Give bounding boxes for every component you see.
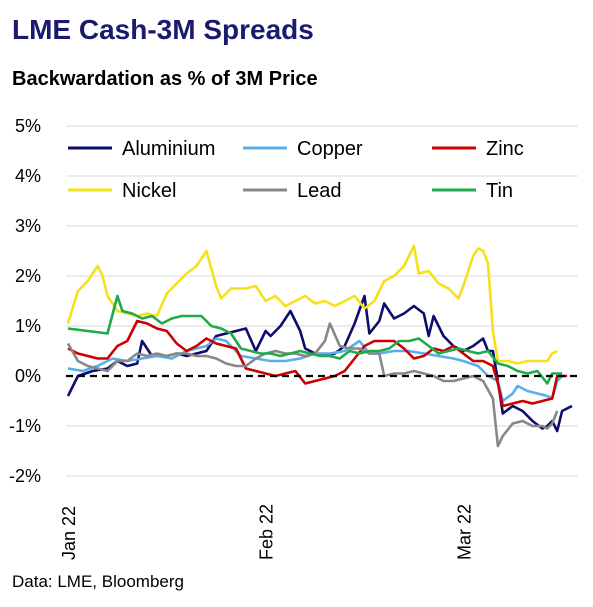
legend-label-tin: Tin [486, 180, 513, 202]
series-lines [66, 244, 573, 448]
chart-title: LME Cash-3M Spreads [12, 14, 314, 45]
x-tick-label: Jan 22 [59, 506, 79, 560]
series-line-nickel [66, 244, 558, 365]
legend-label-aluminium: Aluminium [122, 138, 215, 160]
y-tick-label: -2% [9, 466, 41, 486]
y-tick-label: 5% [15, 116, 41, 136]
y-tick-label: -1% [9, 416, 41, 436]
y-tick-label: 0% [15, 366, 41, 386]
legend: Aluminium Copper Zinc Nickel Lead Tin [68, 138, 524, 202]
y-tick-label: 1% [15, 316, 41, 336]
data-source: Data: LME, Bloomberg [12, 572, 184, 591]
x-axis: Jan 22 Feb 22 Mar 22 [59, 504, 474, 560]
y-axis: 5% 4% 3% 2% 1% 0% -1% -2% [9, 116, 41, 486]
series-line-tin [67, 294, 563, 385]
series-line-zinc [67, 319, 568, 408]
x-tick-label: Mar 22 [454, 504, 474, 560]
x-tick-label: Feb 22 [257, 504, 277, 560]
legend-label-zinc: Zinc [486, 138, 524, 160]
y-tick-label: 4% [15, 166, 41, 186]
series-line-copper [67, 337, 564, 403]
legend-label-nickel: Nickel [122, 180, 176, 202]
legend-label-copper: Copper [297, 138, 363, 160]
y-tick-label: 3% [15, 216, 41, 236]
series-line-lead [66, 322, 559, 448]
y-tick-label: 2% [15, 266, 41, 286]
legend-label-lead: Lead [297, 180, 342, 202]
chart-subtitle: Backwardation as % of 3M Price [12, 68, 318, 90]
